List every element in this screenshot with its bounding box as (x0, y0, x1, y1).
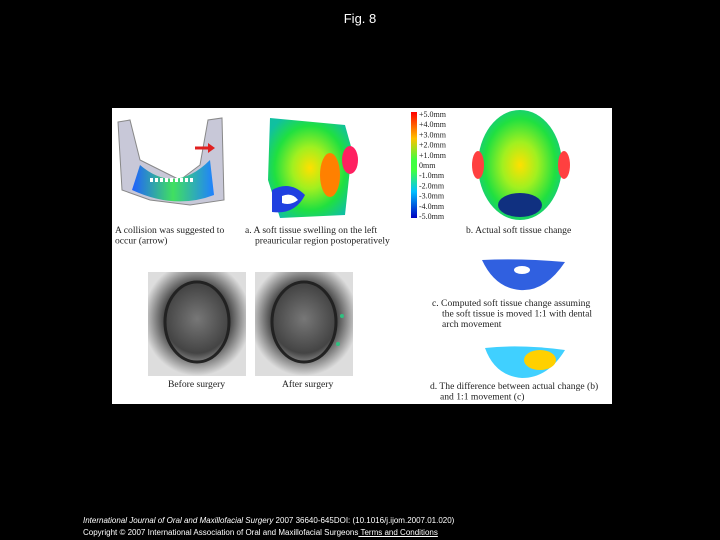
caption-line: A collision was suggested to (115, 225, 224, 236)
journal-name: International Journal of Oral and Maxill… (83, 516, 274, 525)
scale-label: +3.0mm (419, 130, 447, 139)
mouth-image-d (485, 346, 565, 378)
caption-line: arch movement (442, 319, 502, 330)
mouth-image-c (482, 259, 565, 291)
caption-line: c. Computed soft tissue change assuming (432, 298, 590, 309)
scale-label: -5.0mm (419, 212, 445, 221)
caption-line: occur (arrow) (115, 236, 167, 247)
caption-line: a. A soft tissue swelling on the left (245, 225, 378, 236)
mandible-image (117, 117, 225, 206)
scale-label: -4.0mm (419, 202, 445, 211)
scale-label: +1.0mm (419, 151, 447, 160)
caption-line: preauricular region postoperatively (255, 236, 390, 247)
scale-label: -2.0mm (419, 181, 445, 190)
footer: International Journal of Oral and Maxill… (83, 515, 454, 539)
terms-link[interactable]: Terms and Conditions (358, 528, 438, 537)
caption-line: After surgery (282, 379, 333, 390)
citation: 2007 36640-645DOI: (10.1016/j.ijom.2007.… (273, 516, 455, 525)
caption-line: the soft tissue is moved 1:1 with dental (442, 309, 592, 320)
skull-outline (163, 280, 231, 364)
scale-label: 0mm (419, 161, 436, 170)
face-image-b (472, 110, 570, 220)
caption-line: and 1:1 movement (c) (440, 392, 524, 403)
face-image-a (268, 118, 358, 218)
caption-line: Before surgery (168, 379, 225, 390)
xray-after (255, 272, 353, 376)
copyright: Copyright © 2007 International Associati… (83, 528, 359, 537)
color-scale: +5.0mm+4.0mm+3.0mm+2.0mm+1.0mm0mm-1.0mm-… (419, 110, 447, 221)
caption-line: d. The difference between actual change … (430, 381, 598, 392)
slide-title: Fig. 8 (343, 11, 377, 26)
marker (340, 314, 344, 318)
marker (336, 342, 340, 346)
caption-line: b. Actual soft tissue change (466, 225, 571, 236)
scale-label: -3.0mm (419, 192, 445, 201)
skull-outline (270, 280, 338, 364)
color-scale-bar (411, 112, 417, 218)
scale-label: +5.0mm (419, 110, 447, 119)
scale-label: +4.0mm (419, 120, 447, 129)
scale-label: +2.0mm (419, 141, 447, 150)
copyright-line: Copyright © 2007 International Associati… (83, 527, 454, 539)
citation-line: International Journal of Oral and Maxill… (83, 515, 454, 527)
xray-before (148, 272, 246, 376)
scale-label: -1.0mm (419, 171, 445, 180)
